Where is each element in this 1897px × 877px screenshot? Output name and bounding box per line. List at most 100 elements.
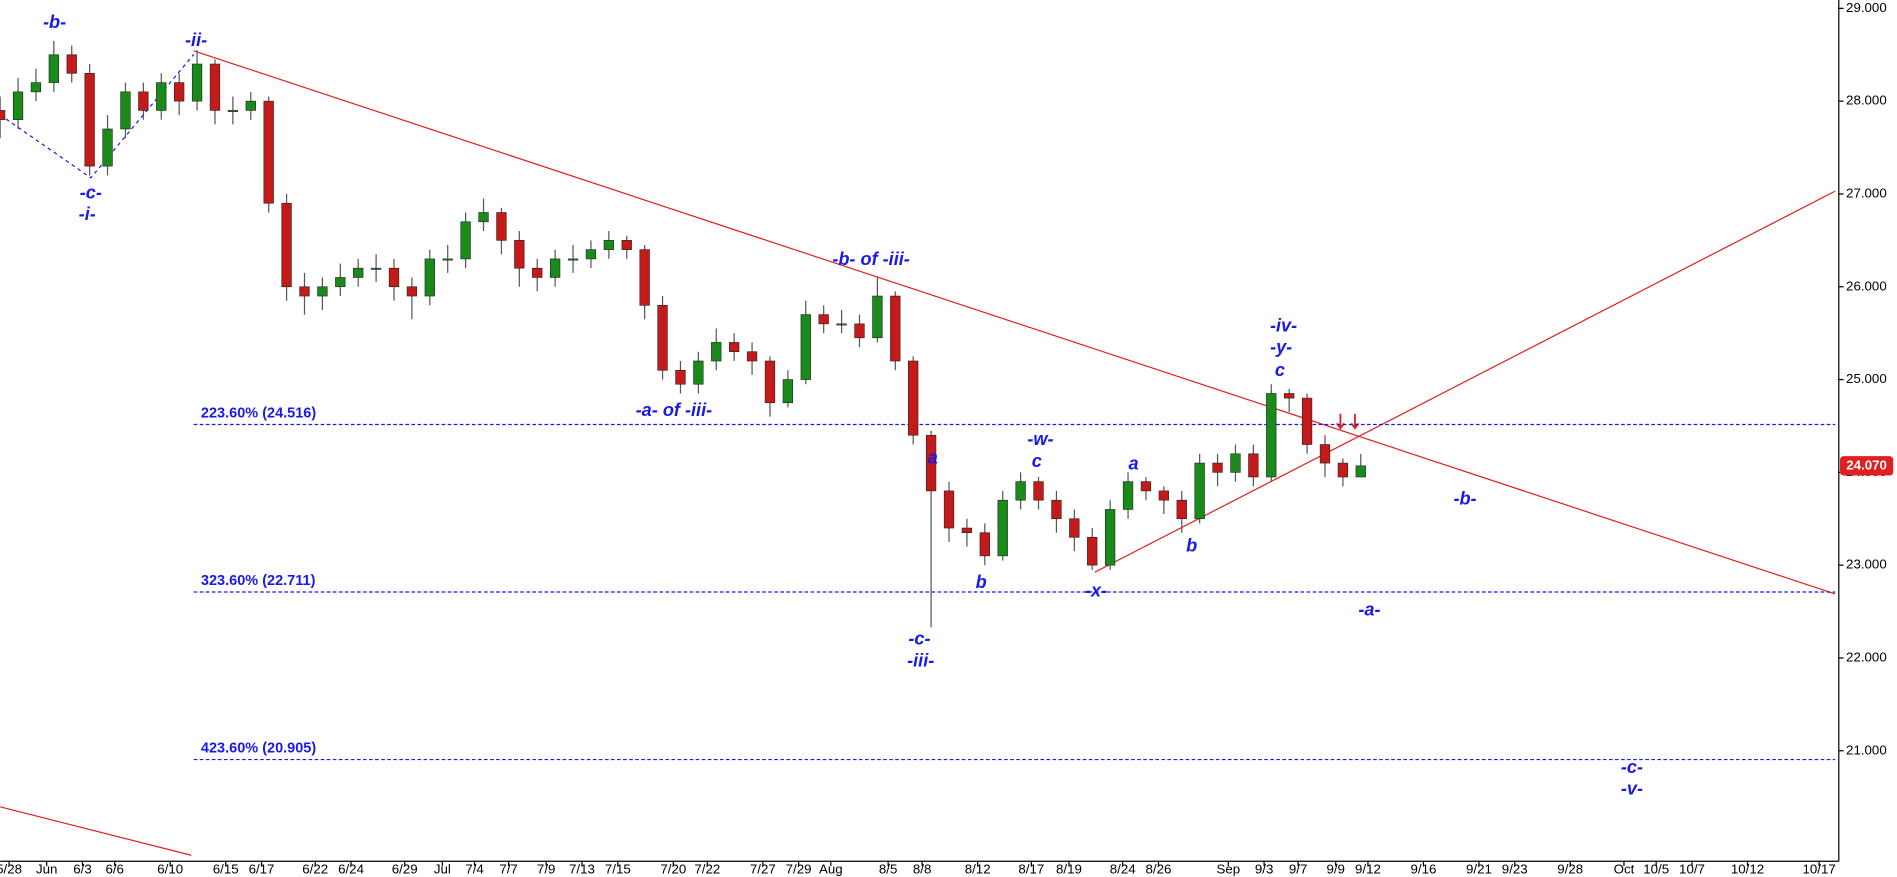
wave-label: b <box>1186 536 1197 556</box>
x-tick-label: 9/23 <box>1502 861 1528 876</box>
candle-body <box>424 258 435 297</box>
wave-label: -c- <box>80 182 102 202</box>
candle-body <box>836 323 847 326</box>
x-tick-label: 7/9 <box>537 861 556 876</box>
candle-body <box>12 91 24 121</box>
wave-label: -x- <box>1085 580 1107 600</box>
candle-body <box>406 286 418 297</box>
trend-line <box>193 50 1836 595</box>
candle-body <box>370 267 382 270</box>
fib-label: 223.60% (24.516) <box>201 405 316 421</box>
wave-label: -iii- <box>907 650 934 670</box>
candle-body <box>478 212 489 223</box>
x-tick-label: 9/12 <box>1355 861 1381 876</box>
candle-body <box>693 360 704 385</box>
x-tick-label: 7/27 <box>750 861 776 876</box>
wave-label: b <box>976 572 987 592</box>
x-tick-label: 9/28 <box>1557 861 1583 876</box>
wave-label: -a- of -iii- <box>636 400 713 420</box>
x-tick-label: 9/21 <box>1466 861 1492 876</box>
candle-body <box>191 63 203 102</box>
x-tick-label: 6/29 <box>392 861 418 876</box>
x-tick-label: 8/5 <box>879 861 898 876</box>
candle-body <box>353 267 364 278</box>
wave-label: a <box>928 447 938 467</box>
x-tick-label: 7/15 <box>605 861 631 876</box>
candle-body <box>1284 393 1295 399</box>
candle-body <box>603 240 614 250</box>
candle-body <box>1266 393 1277 478</box>
candle-body <box>908 360 919 436</box>
candle-body <box>281 202 292 288</box>
x-tick-label: 5/28 <box>0 861 22 876</box>
candle-body <box>209 63 221 111</box>
x-tick-label: 7/4 <box>465 861 484 876</box>
candle-body <box>120 91 131 130</box>
x-tick-label: 8/24 <box>1110 861 1136 876</box>
x-tick-label: Jun <box>36 861 57 876</box>
x-tick-label: 7/22 <box>694 861 720 876</box>
candle-body <box>30 82 42 93</box>
candle-body <box>532 267 543 278</box>
candle-body <box>657 305 668 371</box>
candle-body <box>174 82 185 102</box>
x-tick-label: 6/15 <box>213 861 239 876</box>
trend-line <box>1094 190 1836 573</box>
x-tick-label: 8/26 <box>1146 861 1172 876</box>
x-tick-label: 9/16 <box>1411 861 1437 876</box>
candle-body <box>1248 453 1259 478</box>
fib-label: 423.60% (20.905) <box>201 741 316 757</box>
x-tick-label: Sep <box>1216 861 1240 876</box>
candle-body <box>335 277 346 288</box>
x-tick-label: Aug <box>819 861 843 876</box>
x-tick-label: 10/7 <box>1679 861 1705 876</box>
wave-label: -b- <box>43 12 66 32</box>
candle-body <box>102 128 113 167</box>
wave-label: -a- <box>1358 600 1380 620</box>
wave-label: -w- <box>1027 429 1053 449</box>
candle-body <box>675 369 686 385</box>
x-tick-label: 7/13 <box>569 861 595 876</box>
x-tick-label: 8/19 <box>1056 861 1082 876</box>
candle-body <box>1355 465 1366 478</box>
candle-body <box>890 295 901 362</box>
candle-body <box>460 221 471 260</box>
y-tick-label: 21.000 <box>1846 742 1887 757</box>
wave-label: -v- <box>1621 779 1643 799</box>
candle-body <box>979 532 990 557</box>
candle-body <box>621 240 632 250</box>
candle-body <box>1122 481 1134 510</box>
candle-body <box>854 323 865 339</box>
x-tick-label: 10/17 <box>1802 861 1835 876</box>
x-tick-label: 10/5 <box>1643 861 1669 876</box>
candle-body <box>442 258 453 261</box>
y-tick-label: 28.000 <box>1846 93 1887 108</box>
candle-body <box>1051 499 1062 520</box>
x-tick-label: 7/7 <box>499 861 517 876</box>
x-tick-label: 6/6 <box>105 861 124 876</box>
y-tick-label: 26.000 <box>1846 278 1887 293</box>
y-tick-label: 27.000 <box>1846 185 1887 200</box>
candle-body <box>227 110 239 112</box>
candle-body <box>1194 462 1205 520</box>
x-tick-label: 6/22 <box>302 861 328 876</box>
candle-body <box>818 314 829 325</box>
x-tick-label: 7/20 <box>660 861 686 876</box>
candle-body <box>639 249 650 306</box>
candle-body <box>1176 499 1187 520</box>
last-price-label: 24.070 <box>1846 457 1887 472</box>
signal-arrow <box>1336 413 1360 430</box>
candle-body <box>961 527 973 533</box>
candle-body <box>138 91 149 111</box>
candle-body <box>66 54 77 74</box>
x-tick-label: Jul <box>434 861 451 876</box>
wave-label: -i- <box>79 204 96 224</box>
candle-body <box>925 434 937 492</box>
x-tick-label: 8/12 <box>965 861 991 876</box>
candle-body <box>263 100 274 204</box>
x-tick-label: 10/12 <box>1731 861 1764 876</box>
candle-body <box>1337 462 1349 478</box>
candle-body <box>549 258 561 278</box>
